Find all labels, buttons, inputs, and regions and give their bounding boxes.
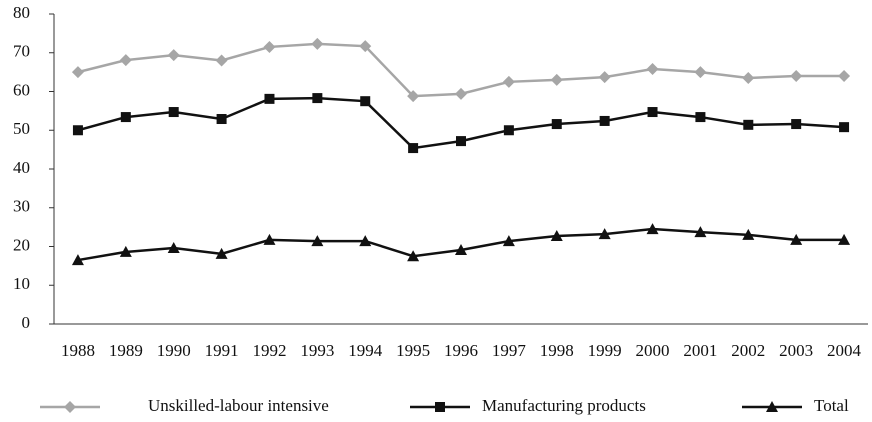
marker [550,230,563,242]
y-tick-label: 70 [13,42,30,61]
marker [119,245,132,257]
marker [791,119,802,130]
marker [263,233,276,245]
x-tick-label: 1994 [348,341,383,360]
marker [215,54,228,67]
marker [598,71,611,84]
marker [503,125,514,136]
marker [407,250,420,262]
marker [168,107,179,118]
marker [408,143,419,154]
marker [359,235,372,247]
marker [120,112,131,123]
y-tick-label: 20 [13,235,30,254]
marker [359,40,372,53]
marker [311,37,324,50]
x-tick-label: 2002 [731,341,765,360]
x-tick-label: 1999 [588,341,622,360]
y-tick-label: 0 [22,313,31,332]
x-tick-label: 2003 [779,341,813,360]
y-tick-label: 50 [13,119,30,138]
marker [407,90,420,103]
marker [743,119,754,130]
legend-label: Manufacturing products [482,396,646,415]
marker [71,66,84,79]
y-tick-label: 40 [13,158,30,177]
marker [360,96,371,107]
marker [311,235,324,247]
marker [119,54,132,67]
marker [435,402,445,412]
x-tick-label: 1991 [205,341,239,360]
marker [695,112,706,123]
x-tick-label: 1995 [396,341,430,360]
x-tick-label: 2000 [636,341,670,360]
marker [456,136,466,147]
marker [216,114,227,125]
x-tick-label: 1990 [157,341,191,360]
marker [502,235,515,247]
marker [264,93,275,104]
x-tick-label: 1988 [61,341,95,360]
x-tick-label: 1997 [492,341,527,360]
marker [312,93,323,104]
y-tick-label: 60 [13,80,30,99]
legend-label: Total [814,396,849,415]
legend-label: Unskilled-labour intensive [148,396,329,415]
marker [551,119,562,130]
marker [839,122,850,133]
x-tick-label: 2001 [683,341,717,360]
marker [838,70,851,82]
marker [742,228,755,240]
marker [766,401,778,412]
marker [455,87,467,100]
marker [71,254,84,266]
marker [790,233,803,245]
marker [72,125,83,136]
marker [838,233,851,245]
x-tick-label: 1993 [300,341,334,360]
marker [694,66,707,79]
x-tick-label: 2004 [827,341,862,360]
marker [647,107,658,118]
marker [598,228,611,240]
y-tick-label: 80 [13,3,30,22]
marker [215,247,228,259]
marker [790,70,803,82]
marker [742,71,755,84]
marker [694,226,707,238]
marker [550,73,563,86]
marker [502,75,515,88]
x-tick-label: 1992 [252,341,286,360]
marker [64,401,76,413]
marker [167,49,180,62]
marker [646,63,659,76]
marker [263,40,276,53]
y-tick-label: 30 [13,197,30,216]
x-tick-label: 1996 [444,341,478,360]
x-tick-label: 1989 [109,341,143,360]
marker [455,243,467,255]
marker [599,115,610,126]
y-tick-label: 10 [13,274,30,293]
marker [167,242,180,254]
x-tick-label: 1998 [540,341,574,360]
marker [646,223,659,235]
